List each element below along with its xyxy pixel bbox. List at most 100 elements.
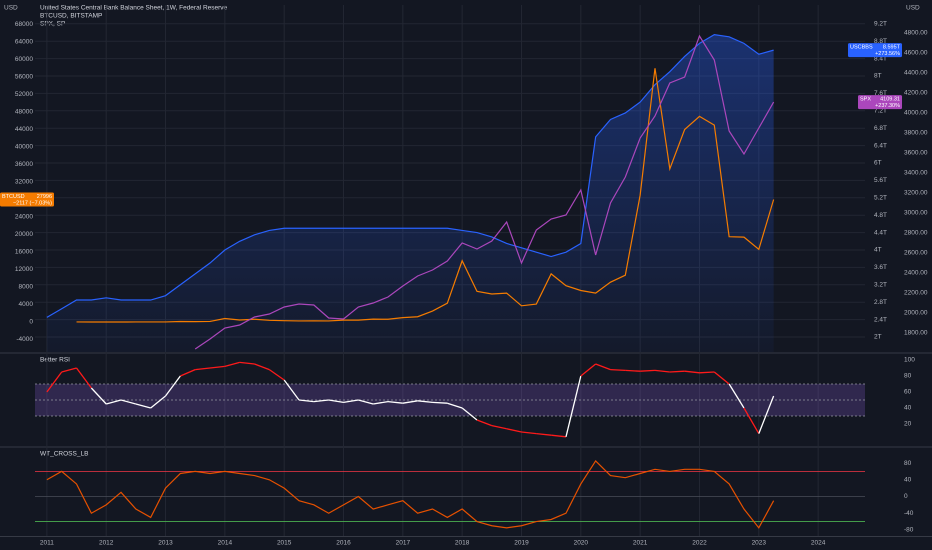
series-segment: [268, 369, 285, 381]
y-tick-label: 68000: [15, 21, 33, 28]
price-tag: [848, 43, 902, 58]
series-segment: [610, 368, 626, 372]
series-segment: [90, 387, 107, 405]
y-tick-label: 56000: [15, 74, 33, 81]
series-segment: [669, 370, 685, 373]
y-tick-label: 24000: [15, 214, 33, 221]
series-segment: [461, 407, 478, 421]
y2-tick-label: 2.8T: [874, 299, 887, 306]
y3-tick-label: 3800.00: [904, 130, 928, 137]
series-segment: [506, 428, 522, 433]
series-segment: [239, 361, 255, 365]
series-segment: [580, 363, 597, 377]
series-segment: [713, 371, 730, 385]
y2-tick-label: 3.6T: [874, 264, 887, 271]
x-tick-label: 2017: [396, 540, 411, 547]
series-segment: [135, 403, 151, 409]
series-segment: [432, 401, 448, 404]
series-segment: [447, 402, 463, 409]
y3-tick-label: 4000.00: [904, 110, 928, 117]
series-segment: [387, 400, 403, 404]
x-tick-label: 2012: [99, 540, 114, 547]
series-segment: [76, 367, 92, 389]
x-tick-label: 2014: [218, 540, 233, 547]
y-tick-label: 36000: [15, 161, 33, 168]
series-segment: [283, 379, 300, 401]
series-segment: [46, 371, 63, 393]
y-tick-label: 100: [904, 357, 915, 364]
y3-tick-label: 4200.00: [904, 90, 928, 97]
series-segment: [699, 371, 715, 374]
y3-tick-label: 3200.00: [904, 190, 928, 197]
series-segment: [313, 399, 329, 403]
y2-tick-label: 4T: [874, 247, 882, 254]
y-tick-label: 8000: [19, 284, 34, 291]
series-area: [46, 34, 774, 352]
y-tick-label: 32000: [15, 179, 33, 186]
series-segment: [565, 375, 582, 437]
series-segment: [120, 399, 137, 405]
y2-tick-label: 3.2T: [874, 282, 887, 289]
y2-tick-label: 7.6T: [874, 90, 887, 97]
y2-tick-label: 8.8T: [874, 38, 887, 45]
y3-tick-label: 3000.00: [904, 210, 928, 217]
x-tick-label: 2015: [277, 540, 292, 547]
series-line: [76, 68, 775, 323]
x-tick-label: 2016: [336, 540, 351, 547]
series-segment: [536, 432, 552, 436]
y3-tick-label: 2400.00: [904, 270, 928, 277]
y2-tick-label: 8T: [874, 73, 882, 80]
y-tick-label: 80: [904, 373, 912, 380]
series-segment: [224, 361, 240, 368]
price-tag-name: USCBBS: [850, 45, 873, 51]
series-segment: [521, 431, 537, 435]
y-tick-label: 40: [904, 476, 912, 483]
series-line: [46, 460, 775, 529]
y2-tick-label: 6.4T: [874, 142, 887, 149]
y3-tick-label: 2800.00: [904, 230, 928, 237]
y3-tick-label: 1800.00: [904, 330, 928, 337]
series-segment: [625, 369, 641, 372]
y-tick-label: 80: [904, 460, 912, 467]
series-segment: [491, 424, 507, 430]
series-segment: [343, 399, 359, 404]
y-tick-label: 60000: [15, 56, 33, 63]
y3-tick-label: 2600.00: [904, 250, 928, 257]
series-segment: [758, 395, 775, 434]
y-tick-label: 48000: [15, 109, 33, 116]
x-tick-label: 2018: [455, 540, 470, 547]
y3-tick-label: 2000.00: [904, 310, 928, 317]
series-line: [194, 34, 775, 350]
price-tag-value: 4109.31: [880, 97, 900, 103]
series-segment: [684, 370, 700, 374]
series-segment: [476, 419, 493, 427]
y2-tick-label: 8.4T: [874, 55, 887, 62]
y-tick-label: 60: [904, 389, 912, 396]
y3-tick-label: 2200.00: [904, 290, 928, 297]
y-tick-label: 0: [29, 319, 33, 326]
y2-tick-label: 5.2T: [874, 195, 887, 202]
series-segment: [595, 363, 611, 371]
price-tag-value: 27996: [37, 194, 52, 200]
y2-tick-label: 6.8T: [874, 125, 887, 132]
pane-title: Better RSI: [40, 357, 70, 364]
pane-title: WT_CROSS_LB: [40, 451, 88, 458]
y-tick-label: 40000: [15, 144, 33, 151]
y-tick-label: 44000: [15, 126, 33, 133]
y2-tick-label: 5.6T: [874, 177, 887, 184]
y2-tick-label: 4.8T: [874, 212, 887, 219]
price-tag-name: SPX: [860, 97, 871, 103]
series-segment: [728, 383, 745, 409]
x-tick-label: 2019: [514, 540, 529, 547]
series-segment: [150, 395, 166, 409]
series-segment: [164, 375, 181, 397]
y3-tick-label: 3400.00: [904, 170, 928, 177]
series-segment: [654, 369, 670, 373]
series-segment: [254, 363, 270, 371]
chart-title: United States Central Bank Balance Sheet…: [40, 5, 228, 12]
x-tick-label: 2020: [574, 540, 589, 547]
price-tag-change: +273.56%: [875, 51, 900, 57]
right-axis-unit: USD: [906, 5, 920, 12]
y2-tick-label: 2.4T: [874, 316, 887, 323]
